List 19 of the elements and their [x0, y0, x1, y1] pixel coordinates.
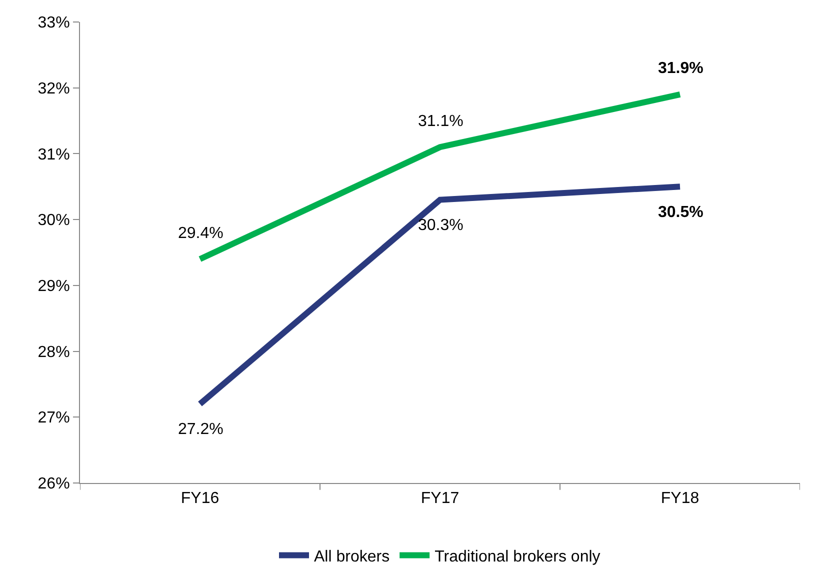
y-tick-label: 28%	[38, 344, 70, 361]
legend-label: All brokers	[314, 548, 390, 566]
y-tick-label: 26%	[38, 476, 70, 493]
data-label: 27.2%	[178, 421, 224, 438]
x-tick-label: FY17	[420, 490, 460, 508]
data-label: 30.5%	[658, 204, 704, 221]
y-tick-label: 33%	[38, 14, 70, 32]
data-label: 31.9%	[658, 60, 704, 77]
legend-label: Traditional brokers only	[434, 548, 600, 566]
x-tick-label: FY16	[180, 490, 220, 508]
y-tick-label: 27%	[38, 410, 70, 427]
x-tick-label: FY18	[660, 490, 700, 508]
y-tick-label: 30%	[38, 212, 70, 230]
y-tick-label: 32%	[38, 80, 70, 98]
data-label: 29.4%	[178, 225, 224, 242]
data-label: 30.3%	[418, 217, 464, 234]
y-tick-label: 29%	[38, 278, 70, 296]
y-tick-label: 31%	[38, 146, 70, 164]
data-label: 31.1%	[418, 113, 464, 130]
